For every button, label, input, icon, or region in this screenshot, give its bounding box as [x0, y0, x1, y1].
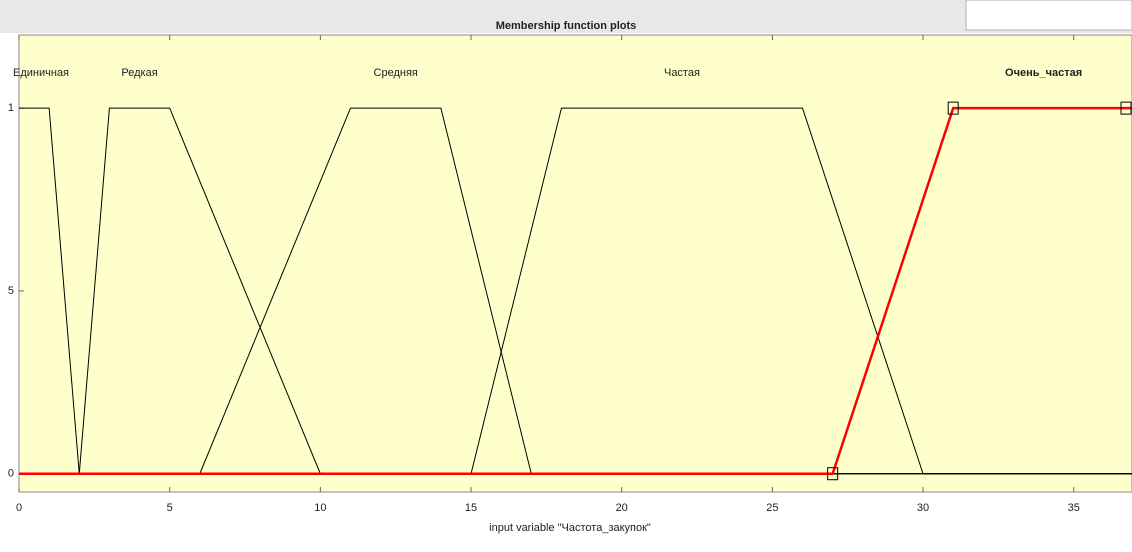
x-tick-label: 30	[917, 502, 929, 514]
header-bar	[0, 0, 1132, 33]
x-tick-label: 10	[314, 502, 326, 514]
mf-label: Очень_частая	[1005, 67, 1082, 79]
y-tick-label: 0	[8, 468, 14, 480]
chart-title: Membership function plots	[496, 20, 637, 32]
vertex-marker	[1120, 101, 1132, 115]
y-tick-label: 1	[8, 102, 14, 114]
vertex-marker	[947, 101, 959, 115]
x-axis-label: input variable "Частота_закупок"	[489, 522, 651, 534]
plot-area	[18, 34, 1132, 493]
x-tick-label: 5	[167, 502, 173, 514]
header-box	[965, 0, 1132, 31]
mf-label: Средняя	[374, 67, 418, 79]
x-tick-label: 0	[16, 502, 22, 514]
mf-label: Редкая	[121, 67, 157, 79]
x-tick-label: 25	[766, 502, 778, 514]
x-tick-label: 35	[1068, 502, 1080, 514]
mf-label: Единичная	[13, 67, 69, 79]
x-tick-label: 20	[616, 502, 628, 514]
x-tick-label: 15	[465, 502, 477, 514]
mf-line	[19, 106, 1132, 475]
y-tick-label: 5	[8, 285, 14, 297]
vertex-marker	[827, 467, 839, 481]
mf-label: Частая	[664, 67, 700, 79]
